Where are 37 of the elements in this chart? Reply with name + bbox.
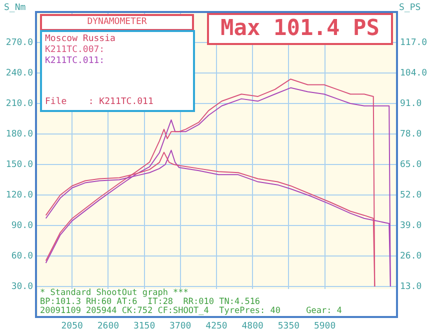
y2-tick-label: 52.0 [400, 190, 422, 200]
y-tick-label: 60.0 [11, 251, 33, 262]
x-tick-label: 4250 [206, 322, 228, 332]
y-axis-title: S_Nm [4, 3, 26, 13]
y-tick-label: 240.0 [6, 68, 33, 78]
x-tick-label: 2050 [61, 322, 83, 332]
x-tick-label: 4800 [242, 322, 264, 332]
x-tick-label: 2600 [97, 322, 120, 332]
title-panel: Max 101.4 PS [207, 13, 393, 45]
y-tick-label: 120.0 [6, 190, 33, 200]
y2-axis-title: S_PS [399, 3, 421, 13]
y2-tick-label: 13.0 [400, 282, 422, 292]
y2-tick-label: 91.0 [400, 98, 422, 109]
y-tick-label: 90.0 [11, 220, 33, 231]
info-panel: Moscow Russia K211TC.007: K211TC.011: File : K211TC.011 [40, 30, 195, 112]
annotation: File : K211TC.011 [45, 97, 154, 108]
y-tick-label: 270.0 [6, 38, 33, 48]
y-tick-label: 210.0 [6, 98, 33, 109]
annotation: BP:101.3 RH:60 AT:6 IT:28 RR:010 TN:4.516 [40, 297, 260, 307]
y-tick-label: 150.0 [6, 160, 33, 170]
y2-tick-label: 117.0 [400, 38, 428, 48]
y2-tick-label: 26.0 [400, 251, 422, 262]
x-tick-label: 5350 [278, 322, 300, 332]
y2-tick-label: 78.0 [400, 129, 422, 140]
x-tick-label: 3150 [133, 322, 156, 332]
y2-tick-label: 39.0 [400, 220, 422, 231]
subtitle-panel: DYNAMOMETER [40, 14, 194, 31]
y-tick-label: 30.0 [11, 282, 33, 292]
annotation: Moscow Russia [45, 34, 116, 45]
annotation: 20091109 205944 CK:752 CF:SHOOT_4 TyrePres: 40 Gear: 4 [40, 306, 343, 316]
footer-panel: * Standard ShootOut graph *** BP:101.3 RH:60 AT:6 IT:28 RR:010 TN:4.516 20091109 205944 CK:752 CF:SHOOT_4 TyrePres: 40 Gear: 4 [38, 289, 396, 316]
y2-tick-label: 104.0 [400, 68, 428, 78]
x-tick-label: 3700 [170, 322, 192, 332]
y2-tick-label: 65.0 [400, 160, 422, 170]
x-tick-label: 5900 [314, 322, 336, 332]
annotation: * Standard ShootOut graph *** [40, 288, 188, 298]
y-tick-label: 180.0 [6, 129, 33, 140]
